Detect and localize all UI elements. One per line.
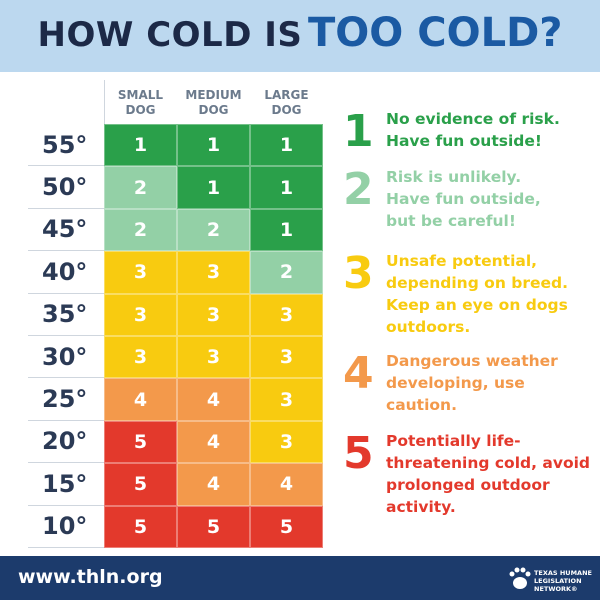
legend-line: Unsafe potential,	[386, 252, 538, 270]
column-header-line: LARGE	[264, 88, 309, 102]
risk-cell: 2	[250, 251, 323, 294]
column-header: SMALL DOG	[104, 88, 177, 118]
temperature: 45°	[28, 209, 104, 252]
table-rule	[104, 80, 105, 124]
risk-cell: 1	[104, 124, 177, 167]
legend-line: Have fun outside,	[386, 190, 541, 208]
risk-cell: 5	[177, 505, 250, 548]
legend-line: Potentially life-	[386, 432, 521, 450]
legend-line: depending on breed.	[386, 274, 569, 292]
temperature: 35°	[28, 294, 104, 336]
legend-text: Risk is unlikely. Have fun outside, but be…	[386, 166, 596, 232]
footer	[0, 556, 600, 600]
legend-line: threatening cold, avoid	[386, 454, 591, 472]
column-header-line: DOG	[271, 103, 302, 117]
risk-cell: 3	[250, 378, 323, 421]
temperature: 20°	[28, 421, 104, 464]
org-name: TEXAS HUMANE LEGISLATION NETWORK®	[534, 569, 598, 593]
risk-cell: 4	[104, 378, 177, 421]
legend-line: prolonged outdoor	[386, 476, 550, 494]
legend-number: 2	[343, 164, 374, 215]
org-line: NETWORK®	[534, 585, 578, 593]
legend-line: Keep an eye on dogs	[386, 296, 568, 314]
risk-cell: 3	[250, 336, 323, 379]
legend-text: Potentially life-threatening cold, avoid…	[386, 430, 596, 518]
legend-number: 1	[343, 106, 374, 157]
title-emphasis: TOO COLD?	[308, 10, 563, 56]
risk-cell: 3	[104, 251, 177, 294]
column-header: LARGE DOG	[250, 88, 323, 118]
legend-number: 3	[343, 248, 374, 299]
legend-line: developing, use	[386, 374, 525, 392]
risk-cell: 3	[250, 420, 323, 464]
temperature: 15°	[28, 463, 104, 506]
risk-cell: 2	[104, 208, 177, 252]
legend-line: but be careful!	[386, 212, 516, 230]
legend-line: Dangerous weather	[386, 352, 558, 370]
risk-cell: 3	[177, 293, 250, 336]
risk-cell: 4	[177, 378, 250, 421]
legend-line: Have fun outside!	[386, 132, 542, 150]
title-part: HOW COLD IS	[37, 15, 303, 55]
paw-logo	[509, 567, 531, 589]
legend-number: 5	[343, 428, 374, 479]
risk-cell: 4	[177, 463, 250, 506]
column-header-line: SMALL	[117, 88, 164, 102]
risk-cell: 4	[250, 463, 323, 506]
legend-text: Unsafe potential, depending on breed. Keep…	[386, 250, 596, 338]
risk-cell: 5	[104, 463, 177, 506]
org-line: LEGISLATION	[534, 577, 582, 585]
risk-cell: 1	[250, 208, 323, 252]
column-header-line: DOG	[198, 103, 229, 117]
title: HOW COLD IS TOO COLD?	[0, 10, 600, 56]
temperature: 50°	[28, 166, 104, 209]
risk-cell: 1	[250, 124, 323, 167]
header: HOW COLD IS TOO COLD?	[0, 0, 600, 72]
legend-line: activity.	[386, 498, 456, 516]
risk-cell: 2	[177, 208, 250, 252]
risk-cell: 1	[177, 166, 250, 209]
website-url: www.thln.org	[18, 566, 163, 588]
legend-line: caution.	[386, 396, 457, 414]
risk-cell: 2	[104, 166, 177, 209]
legend-text: No evidence of risk. Have fun outside!	[386, 108, 596, 152]
temperature: 25°	[28, 378, 104, 421]
risk-cell: 5	[104, 505, 177, 548]
risk-cell: 3	[177, 336, 250, 379]
risk-cell: 5	[250, 505, 323, 548]
legend-line: No evidence of risk.	[386, 110, 560, 128]
risk-cell: 4	[177, 420, 250, 464]
column-header-line: MEDIUM	[185, 88, 242, 102]
temperature: 40°	[28, 251, 104, 294]
risk-cell: 1	[250, 166, 323, 209]
risk-cell: 3	[250, 293, 323, 336]
temperature: 30°	[28, 336, 104, 379]
temperature: 10°	[28, 506, 104, 548]
column-header: MEDIUM DOG	[177, 88, 250, 118]
legend-line: outdoors.	[386, 318, 471, 336]
risk-cell: 3	[177, 251, 250, 294]
risk-cell: 1	[177, 124, 250, 167]
risk-cell: 3	[104, 336, 177, 379]
legend-number: 4	[343, 348, 374, 399]
column-header-line: DOG	[125, 103, 156, 117]
risk-cell: 5	[104, 420, 177, 464]
org-line: TEXAS HUMANE	[534, 569, 592, 577]
temperature: 55°	[28, 124, 104, 167]
risk-cell: 3	[104, 293, 177, 336]
legend-text: Dangerous weather developing, use caution.	[386, 350, 596, 416]
legend-line: Risk is unlikely.	[386, 168, 522, 186]
